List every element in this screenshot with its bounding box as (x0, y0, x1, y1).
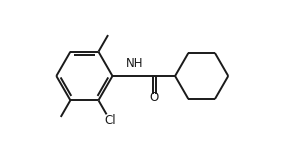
Text: O: O (150, 91, 159, 104)
Text: NH: NH (126, 57, 143, 69)
Text: Cl: Cl (105, 114, 116, 127)
